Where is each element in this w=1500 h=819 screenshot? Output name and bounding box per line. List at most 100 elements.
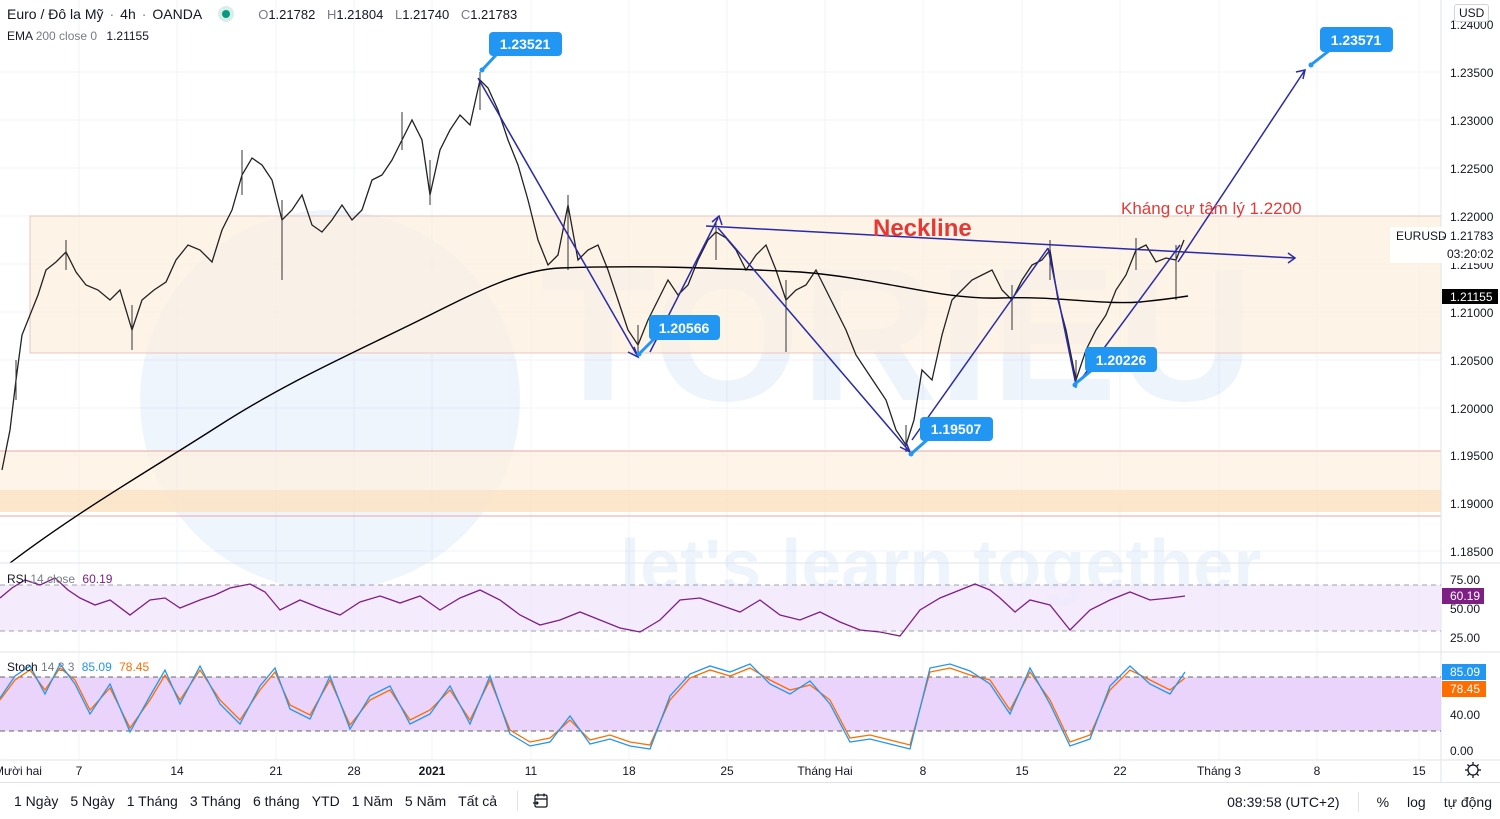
price-tick: 1.23000 <box>1450 114 1494 128</box>
last-price-symbol: EURUSD <box>1396 229 1447 243</box>
time-tick: 25 <box>720 764 734 778</box>
price-tick: 1.18500 <box>1450 545 1494 559</box>
callout-low2[interactable]: 1.19507 <box>908 417 994 457</box>
auto-scale-toggle[interactable]: tự động <box>1443 793 1492 810</box>
divider <box>517 791 519 811</box>
candle-wicks <box>15 72 1177 452</box>
time-tick: 18 <box>622 764 636 778</box>
rsi-label: RSI <box>7 572 28 586</box>
stoch-d-tag <box>1442 681 1486 697</box>
ema-value: 1.21155 <box>106 29 149 43</box>
stoch-tick: 0.00 <box>1450 744 1474 758</box>
close-value: 1.21783 <box>470 6 518 22</box>
low-label: L <box>394 6 403 22</box>
last-price-box <box>1390 227 1498 263</box>
ema-price-tag <box>1442 289 1498 304</box>
rsi-value-tag <box>1442 588 1484 604</box>
bottom-toolbar: 1 Ngày 5 Ngày 1 Tháng 3 Tháng 6 tháng YT… <box>0 782 1500 819</box>
time-tick: Tháng 3 <box>1197 764 1241 778</box>
high-value: 1.21804 <box>336 6 384 22</box>
time-axis[interactable]: Mười hai 7 14 21 28 2021 11 18 25 Tháng … <box>0 764 1426 778</box>
rsi-tick: 25.00 <box>1450 631 1480 645</box>
clock[interactable]: 08:39:58 (UTC+2) <box>1227 793 1340 810</box>
price-axis[interactable]: 1.24000 1.23500 1.23000 1.22500 1.22000 … <box>1450 18 1494 559</box>
time-tick: 21 <box>269 764 283 778</box>
currency-badge[interactable]: USD <box>1454 4 1490 22</box>
stoch-legend[interactable]: Stoch 14 3 3 85.09 78.45 <box>7 660 149 674</box>
ema-price-tag-text: 1.21155 <box>1450 290 1493 304</box>
stoch-d-value: 78.45 <box>119 660 150 674</box>
high-label: H <box>326 6 337 22</box>
rsi-params: 14 close <box>30 572 76 586</box>
symbol-title[interactable]: Euro / Đô la Mỹ <box>7 6 104 22</box>
ema-label: EMA <box>7 29 33 43</box>
stoch-tick: 40.00 <box>1450 708 1480 722</box>
range-5d[interactable]: 5 Ngày <box>70 793 115 809</box>
price-tick: 1.21000 <box>1450 306 1494 320</box>
stoch-k-tag-text: 85.09 <box>1450 665 1480 679</box>
exchange: OANDA <box>152 6 203 22</box>
log-toggle[interactable]: log <box>1407 793 1426 810</box>
price-tick: 1.22500 <box>1450 162 1494 176</box>
settings-gear-icon[interactable] <box>1465 762 1481 778</box>
callout-low1[interactable]: 1.20566 <box>636 315 721 357</box>
stoch-params: 14 3 3 <box>41 660 75 674</box>
callout-low3[interactable]: 1.20226 <box>1072 347 1158 388</box>
range-3m[interactable]: 3 Tháng <box>189 793 241 809</box>
last-price-dash: - <box>1442 229 1446 243</box>
price-tick: 1.19000 <box>1450 497 1494 511</box>
separator-dot: · <box>109 6 115 22</box>
range-1y[interactable]: 1 Năm <box>351 793 393 809</box>
stoch-d-tag-text: 78.45 <box>1450 682 1480 696</box>
separator-dot: · <box>141 6 147 22</box>
support-zone-upper[interactable] <box>0 451 1441 491</box>
time-tick: 11 <box>525 764 538 778</box>
time-tick: 7 <box>76 764 83 778</box>
last-price-value: 1.21783 <box>1450 229 1494 243</box>
callout-target[interactable]: 1.23571 <box>1308 27 1394 68</box>
ema-params: 200 close 0 <box>35 29 98 43</box>
goto-date-icon[interactable] <box>532 792 550 810</box>
interval[interactable]: 4h <box>120 6 136 22</box>
time-tick: 8 <box>1314 764 1321 778</box>
rsi-value-tag-text: 60.19 <box>1450 589 1480 603</box>
stoch-axis[interactable]: 40.00 0.00 <box>1450 708 1480 758</box>
stoch-k-line <box>0 662 1186 750</box>
ema-200-line <box>9 266 1189 564</box>
percent-toggle[interactable]: % <box>1376 793 1390 810</box>
rsi-tick: 50.00 <box>1450 602 1480 616</box>
resistance-label[interactable]: Kháng cự tâm lý 1.2200 <box>1121 199 1302 218</box>
divider <box>1357 791 1359 812</box>
open-label: O <box>258 6 269 22</box>
time-tick: 2021 <box>419 764 446 778</box>
time-tick: 28 <box>347 764 361 778</box>
range-1d[interactable]: 1 Ngày <box>14 793 59 809</box>
time-tick: Mười hai <box>0 764 42 778</box>
time-tick: Tháng Hai <box>797 764 852 778</box>
callout-low3-text: 1.20226 <box>1096 352 1147 368</box>
callout-high-text: 1.23521 <box>500 36 551 52</box>
neckline-label[interactable]: Neckline <box>873 215 972 242</box>
rsi-axis[interactable]: 75.00 50.00 25.00 <box>1450 573 1480 645</box>
time-tick: 14 <box>170 764 184 778</box>
range-5y[interactable]: 5 Năm <box>404 793 447 809</box>
callout-low2-text: 1.19507 <box>931 421 982 437</box>
callout-low1-text: 1.20566 <box>659 320 710 336</box>
callout-target-text: 1.23571 <box>1331 32 1382 48</box>
pattern-lines <box>477 69 1306 453</box>
rsi-line <box>0 577 1186 637</box>
support-zone-lower[interactable] <box>0 490 1441 512</box>
callout-high[interactable]: 1.23521 <box>479 32 563 73</box>
ema-legend[interactable]: EMA 200 close 0 1.21155 <box>7 29 517 43</box>
range-6m[interactable]: 6 tháng <box>252 793 300 809</box>
range-1m[interactable]: 1 Tháng <box>126 793 178 809</box>
price-tick: 1.20000 <box>1450 402 1494 416</box>
range-ytd[interactable]: YTD <box>311 793 340 809</box>
time-tick: 8 <box>920 764 927 778</box>
market-status-icon[interactable] <box>222 10 231 18</box>
rsi-legend[interactable]: RSI 14 close 60.19 <box>7 572 112 586</box>
range-zone[interactable] <box>29 215 1442 354</box>
range-all[interactable]: Tất cả <box>458 793 498 809</box>
